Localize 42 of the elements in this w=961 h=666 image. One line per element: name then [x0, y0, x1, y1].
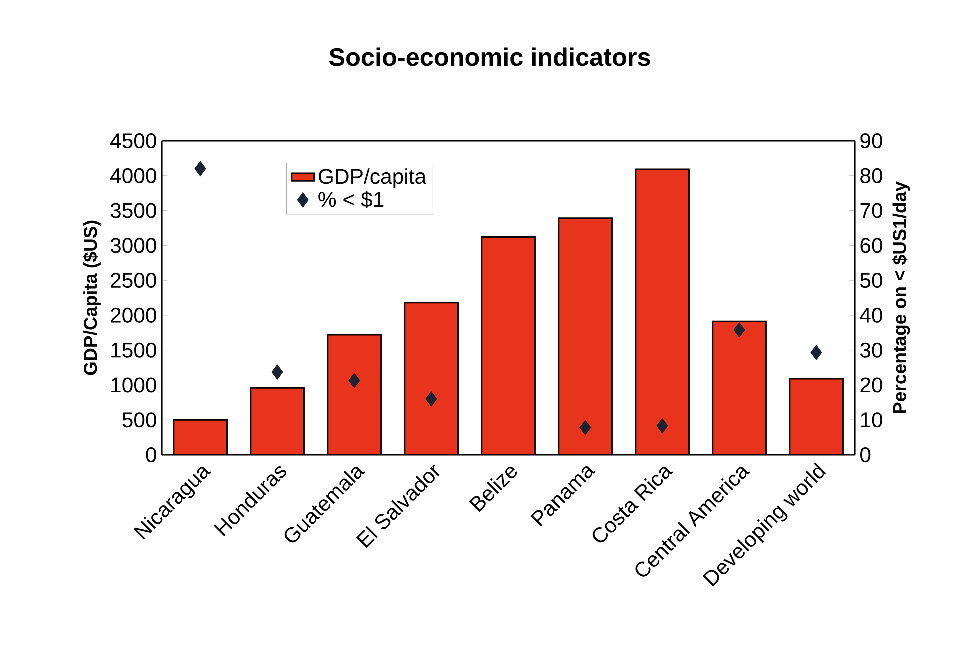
y-tick-label: 1000	[112, 378, 156, 393]
point	[734, 322, 746, 338]
bar	[250, 388, 304, 455]
bar	[328, 334, 382, 455]
y-tick-label: 2000	[111, 308, 156, 323]
bar	[712, 322, 766, 455]
y2-tick-label: 30	[860, 342, 882, 358]
bar	[404, 302, 458, 455]
point	[426, 392, 438, 407]
point	[348, 373, 360, 388]
y-tick-label: 0	[146, 447, 156, 463]
y2-tick-label: 10	[861, 412, 882, 428]
y-axis-title: GDP/Capita ($US)	[83, 220, 101, 376]
point	[580, 420, 592, 436]
point	[810, 345, 822, 360]
legend-label: % < $1	[318, 191, 384, 208]
y2-tick-label: 60	[860, 238, 882, 254]
y-tick-label: 3000	[110, 238, 156, 254]
y2-tick-label: 20	[860, 378, 882, 393]
point	[194, 161, 206, 177]
y2-tick-label: 70	[860, 203, 882, 218]
bar	[789, 378, 844, 455]
y-tick-label: 500	[122, 412, 156, 428]
y2-tick-label: 50	[860, 273, 882, 288]
point	[656, 418, 668, 434]
y2-tick-label: 0	[860, 447, 871, 463]
bar	[558, 218, 612, 455]
y-tick-label: 2500	[111, 273, 156, 288]
point	[272, 364, 284, 380]
y-tick-label: 3500	[110, 203, 156, 218]
bar	[636, 170, 690, 455]
y2-tick-label: 90	[860, 133, 882, 149]
y2-axis-title: Percentage on < $US1/day	[892, 182, 910, 414]
y-tick-label: 1500	[112, 342, 156, 358]
legend-label: GDP/capita	[318, 168, 427, 188]
bar	[174, 420, 228, 455]
y-tick-label: 4500	[110, 133, 156, 149]
bar	[482, 237, 536, 455]
y2-tick-label: 80	[860, 168, 882, 184]
y2-tick-label: 40	[860, 308, 882, 323]
chart-title: Socio-economic indicators	[329, 48, 650, 66]
y-tick-label: 4000	[110, 168, 156, 184]
